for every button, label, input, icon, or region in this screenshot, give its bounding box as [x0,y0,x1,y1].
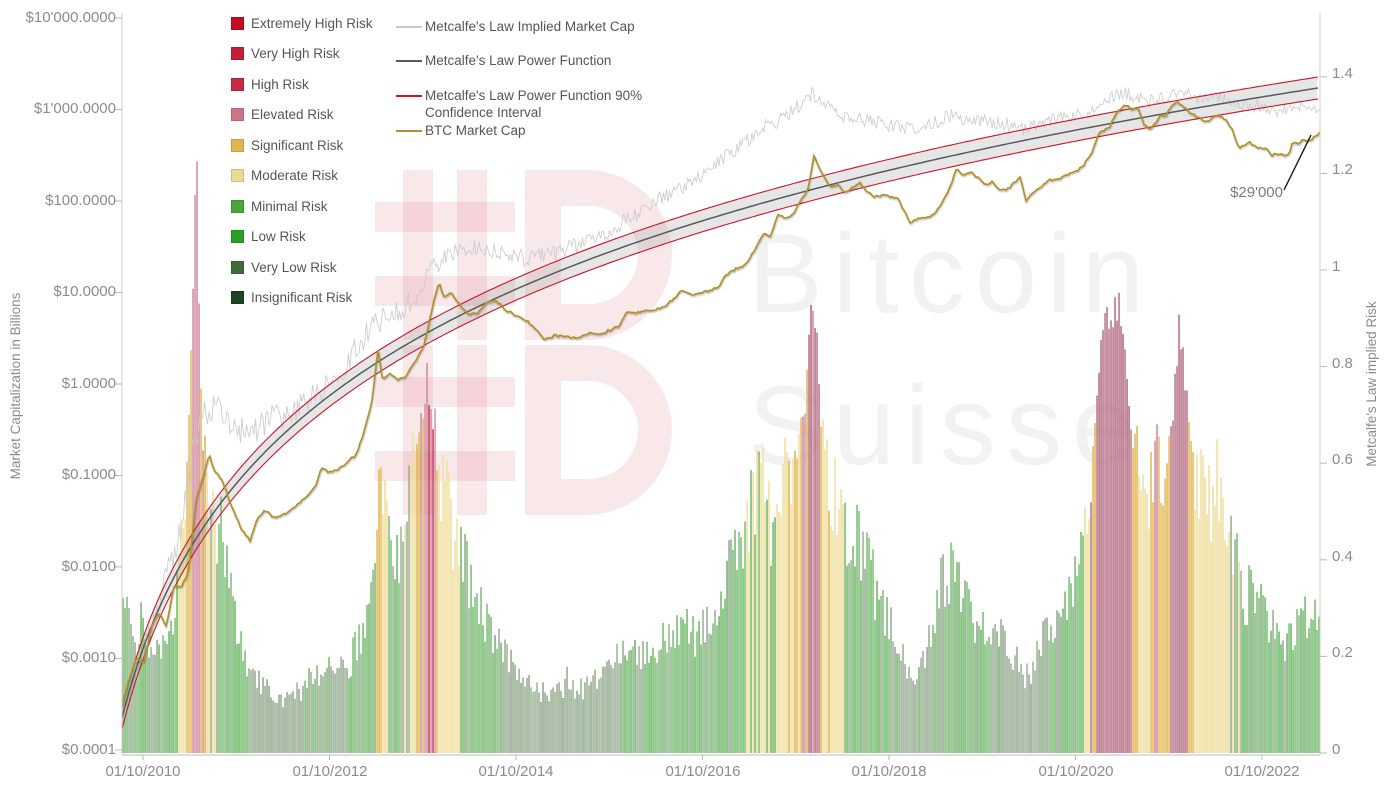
bitcoin-suisse-logo-icon [375,170,672,515]
left-tick: $0.0010 [61,649,116,666]
risk-legend-item: Insignificant Risk [231,289,352,305]
elevated-risk-swatch-icon [231,107,244,121]
left-tick: $10'000.0000 [25,9,116,26]
right-tick: 0.8 [1332,355,1353,372]
line-legend: Metcalfe's Law Implied Market Cap Metcal… [396,18,696,148]
risk-legend-item: Moderate Risk [231,167,338,183]
left-tick: $10.0000 [53,283,116,300]
confidence-interval-line-icon [396,95,422,97]
risk-legend-label: Low Risk [251,228,306,244]
power-function-line-icon [396,60,422,62]
risk-legend-label: Extremely High Risk [251,15,373,31]
line-legend-label2: Confidence Interval [425,105,542,120]
risk-legend-label: Elevated Risk [251,106,334,122]
implied-market-cap-line-icon [396,26,422,28]
line-legend-item: Metcalfe's Law Power Function [396,52,611,69]
significant-risk-swatch-icon [231,138,244,152]
axes [115,13,1327,760]
left-tick: $100.0000 [45,192,116,209]
risk-legend-label: Insignificant Risk [251,289,353,305]
right-tick: 0.6 [1332,451,1353,468]
x-tick: 01/10/2022 [1224,763,1300,780]
left-tick: $1.0000 [61,375,116,392]
left-tick: $0.1000 [61,466,116,483]
risk-legend-item: Extremely High Risk [231,15,373,31]
right-axis-title: Metcalfe's Law implied Risk [1364,301,1379,467]
risk-legend-item: Significant Risk [231,137,343,153]
x-tick: 01/10/2016 [665,763,741,780]
risk-legend-label: Very Low Risk [251,259,337,275]
risk-legend-label: Minimal Risk [251,198,328,214]
risk-legend-item: High Risk [231,76,309,92]
x-tick: 01/10/2012 [292,763,368,780]
high-risk-swatch-icon [231,77,244,91]
extremely-high-risk-swatch-icon [231,16,244,30]
minimal-risk-swatch-icon [231,199,244,213]
risk-legend: Extremely High Risk Very High Risk High … [231,15,401,315]
x-tick: 01/10/2020 [1038,763,1114,780]
line-legend-item: Metcalfe's Law Implied Market Cap [396,18,635,35]
risk-legend-label: Moderate Risk [251,167,339,183]
very-high-risk-swatch-icon [231,46,244,60]
watermark-text-bitcoin: Bitcoin [748,211,1154,336]
line-legend-item: Metcalfe's Law Power Function 90% Confide… [396,87,642,121]
left-tick: $1'000.0000 [33,100,116,117]
left-tick: $0.0001 [61,741,116,758]
very-low-risk-swatch-icon [231,260,244,274]
line-legend-label: Metcalfe's Law Implied Market Cap [425,19,635,34]
x-tick: 01/10/2014 [478,763,554,780]
risk-legend-label: Significant Risk [251,137,344,153]
left-tick: $0.0100 [61,558,116,575]
x-tick: 01/10/2010 [105,763,181,780]
risk-legend-item: Minimal Risk [231,198,328,214]
risk-legend-item: Elevated Risk [231,106,334,122]
risk-legend-item: Very Low Risk [231,259,337,275]
right-tick: 1 [1332,258,1341,275]
risk-legend-label: High Risk [251,76,309,92]
line-legend-label: Metcalfe's Law Power Function [425,53,612,68]
low-risk-swatch-icon [231,229,244,243]
btc-market-cap-line-icon [396,130,422,132]
risk-bars [122,161,1320,754]
line-legend-label: Metcalfe's Law Power Function 90% [425,88,643,103]
x-tick: 01/10/2018 [851,763,927,780]
right-tick: 0.2 [1332,644,1353,661]
line-legend-label: BTC Market Cap [425,123,526,138]
line-legend-item: BTC Market Cap [396,122,526,139]
watermark: Bitcoin Suisse [375,170,1154,515]
right-tick: 1.4 [1332,65,1353,82]
right-tick: 0 [1332,741,1341,758]
right-tick: 0.4 [1332,548,1353,565]
left-axis-title: Market Capitalization in Billions [8,292,23,480]
risk-legend-item: Low Risk [231,228,306,244]
right-tick: 1.2 [1332,161,1353,178]
risk-legend-item: Very High Risk [231,45,340,61]
moderate-risk-swatch-icon [231,168,244,182]
annotation-callout-line [1283,134,1312,191]
insignificant-risk-swatch-icon [231,290,244,304]
btc-price-annotation: $29'000 [1230,184,1283,201]
chart-lines [122,76,1320,730]
risk-legend-label: Very High Risk [251,45,340,61]
